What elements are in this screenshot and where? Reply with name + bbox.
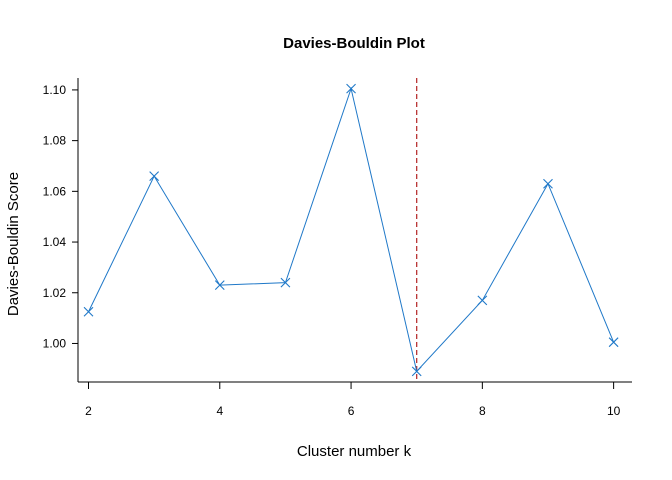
marker-stroke <box>543 178 553 189</box>
axes: 1.00 1.02 1.04 1.06 1.08 1.10 2 4 6 8 10 <box>43 78 632 418</box>
x-tick-label: 8 <box>479 404 486 418</box>
data-point <box>346 83 356 94</box>
marker-stroke <box>214 280 225 291</box>
data-point <box>280 277 291 288</box>
y-tick-label: 1.02 <box>43 286 67 300</box>
marker-stroke <box>83 306 94 317</box>
data-point <box>477 295 488 306</box>
y-tick-label: 1.00 <box>43 336 67 350</box>
marker-stroke <box>608 337 619 348</box>
data-point <box>214 280 225 291</box>
data-point <box>543 178 553 189</box>
y-tick-label: 1.10 <box>43 83 67 97</box>
marker-stroke <box>411 366 422 377</box>
x-tick-label: 2 <box>85 404 92 418</box>
marker-stroke <box>477 295 488 306</box>
data-point <box>608 337 619 348</box>
y-tick-label: 1.06 <box>43 184 67 198</box>
data-point <box>411 366 422 377</box>
x-tick-label: 6 <box>348 404 355 418</box>
y-tick-label: 1.08 <box>43 134 67 148</box>
series-line <box>88 86 615 373</box>
y-axis-label: Davies-Bouldin Score <box>5 172 22 316</box>
data-point <box>149 171 160 182</box>
marker-stroke <box>346 83 356 94</box>
data-point <box>83 306 94 317</box>
marker-stroke <box>149 171 160 182</box>
marker-stroke <box>280 277 291 288</box>
y-tick-label: 1.04 <box>43 235 67 249</box>
chart-title: Davies-Bouldin Plot <box>283 35 425 52</box>
x-axis-label: Cluster number k <box>297 443 412 460</box>
series-group <box>83 83 619 377</box>
x-tick-label: 4 <box>216 404 223 418</box>
x-tick-label: 10 <box>607 404 621 418</box>
